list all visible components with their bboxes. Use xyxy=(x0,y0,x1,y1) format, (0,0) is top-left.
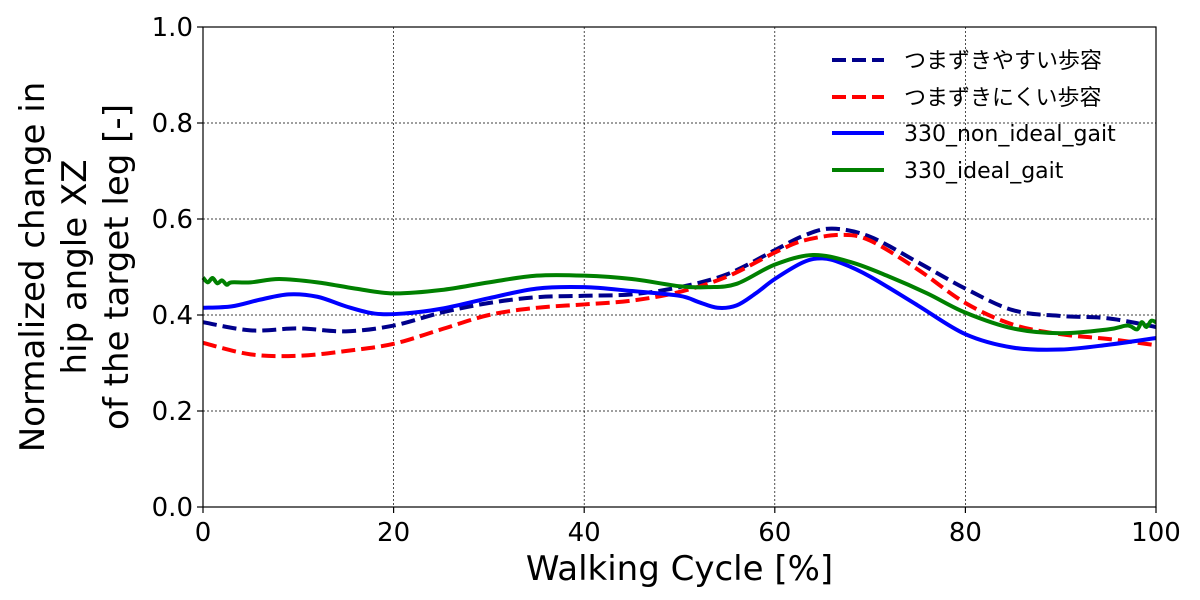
y-tick-label: 0.2 xyxy=(152,397,193,427)
legend-label: つまずきにくい歩容 xyxy=(904,86,1102,111)
y-axis-label-line: of the target leg [-] xyxy=(97,104,137,430)
y-tick-label: 0.6 xyxy=(152,205,193,235)
x-tick-label: 100 xyxy=(1131,518,1181,548)
y-tick-label: 1.0 xyxy=(152,13,193,43)
y-axis-label-line: hip angle XZ xyxy=(55,159,95,374)
x-axis-label: Walking Cycle [%] xyxy=(526,549,833,589)
legend-label: 330_ideal_gait xyxy=(904,159,1064,184)
x-tick-label: 60 xyxy=(758,518,791,548)
legend-label: つまずきやすい歩容 xyxy=(904,49,1102,74)
y-axis-label-line: Normalized change in xyxy=(13,82,53,453)
legend-label: 330_non_ideal_gait xyxy=(904,122,1116,147)
y-axis-label: Normalized change in hip angle XZ of the t… xyxy=(13,82,137,453)
x-tick-label: 40 xyxy=(568,518,601,548)
series-line-3 xyxy=(203,258,1156,350)
y-tick-label: 0.8 xyxy=(152,109,193,139)
x-tick-label: 0 xyxy=(195,518,212,548)
y-tick-label: 0.0 xyxy=(152,493,193,523)
series-lines xyxy=(203,229,1156,357)
series-line-1 xyxy=(203,229,1156,332)
y-tick-label: 0.4 xyxy=(152,301,193,331)
x-tick-label: 20 xyxy=(377,518,410,548)
x-tick-label: 80 xyxy=(949,518,982,548)
